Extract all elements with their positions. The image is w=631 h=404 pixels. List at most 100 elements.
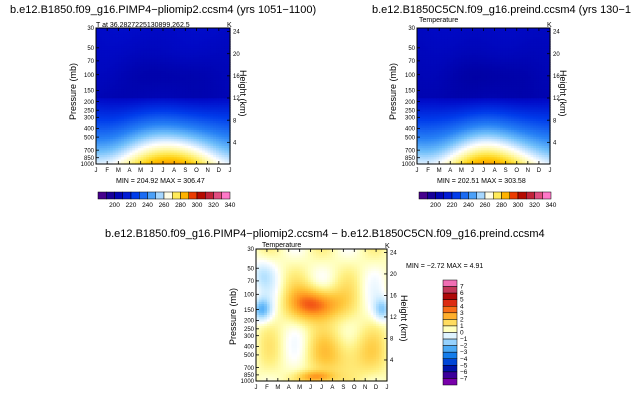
chart1-cell [143,91,147,95]
chart1-cell [179,130,184,133]
chart2-cell [453,52,457,56]
chart2-cell [458,57,462,61]
chart2-cell [497,123,501,127]
chart1-cell [221,114,226,117]
chart2-cell [477,41,482,45]
chart1-cell [149,86,153,90]
chart1-cell [123,107,128,111]
chart1-cell [193,52,198,56]
chart1-cell [224,62,228,65]
chart1-cell [188,46,192,49]
chart1-cell [151,59,156,63]
chart2-cell [469,145,474,149]
chart1-cell [179,152,184,156]
chart2-cell [436,75,440,79]
chart2-cell [500,127,504,131]
chart1-cell [157,66,161,70]
chart1-cell [109,93,114,97]
chart1-cell [104,157,108,161]
chart1-cell [227,39,231,43]
chart1-cell [171,132,175,136]
chart2-cell [508,82,512,86]
chart2-cell [453,148,457,151]
chart1-cell [140,139,145,142]
chart2-cell [453,114,457,117]
chart1-cell [96,91,100,95]
chart2-cell [505,89,510,93]
chart2-cell [486,75,490,79]
chart2-cell [502,75,507,79]
chart1-cell [221,134,226,138]
chart1-cell [190,150,195,154]
chart1-cell [176,75,181,79]
chart2-cell [433,125,437,129]
chart1-cell [137,77,142,81]
chart1-cell [221,145,226,149]
chart1-cell [135,152,139,156]
chart2-cell [444,116,449,120]
chart1-cell [143,52,147,56]
chart1-cell [199,43,203,47]
chart1-cell [121,34,125,38]
chart1-cell [109,71,114,74]
chart2-cell [480,148,485,151]
chart1-cell [151,136,156,140]
chart1-month-label: J [162,168,165,174]
chart1-cell [160,152,164,156]
chart1-cell [190,141,195,145]
chart1-cell [115,154,119,158]
chart1-cell [121,120,125,124]
chart1-cell [151,89,156,93]
chart2-cell [480,86,485,90]
chart1-cell [157,68,161,72]
chart1-cell [115,139,119,142]
chart2-cell [455,66,460,70]
chart2-cell [486,59,490,63]
chart1-cell [123,125,128,129]
chart1-cell [121,125,125,129]
chart2-cell [444,57,449,61]
chart1-cell [188,34,192,38]
chart1-cell [182,139,186,142]
chart1-cell [176,114,181,117]
chart1-cell [154,39,159,43]
chart1-cell [140,34,145,38]
chart1-cell [182,114,186,117]
chart2-cell [491,141,496,145]
chart2-cell [486,37,490,40]
chart2-cell [505,100,510,104]
chart1-cell [188,28,192,31]
chart1-cell [104,143,108,147]
chart2-cell [494,132,498,136]
chart1-cell [210,107,214,111]
chart1-cell [190,154,195,158]
chart2-cell [458,89,462,93]
chart1-cell [210,130,214,133]
chart1-cell [171,96,175,99]
chart1-cell [210,91,214,95]
chart1-cell [157,111,161,115]
chart2-cell [497,39,501,43]
chart2-cell [502,39,507,43]
chart1-cell [216,145,220,149]
chart2-cell [466,43,471,47]
chart1-cell [146,123,150,127]
chart1-cell [143,134,147,138]
chart1-cell [204,107,209,111]
chart2-cell [419,98,424,102]
chart2-cell [494,39,498,43]
chart2-cell [480,77,485,81]
chart1-cell [196,50,200,54]
chart1-cell [227,48,231,52]
chart1-cell [98,123,103,127]
chart2-cell [422,89,426,93]
chart2-cell [430,109,435,113]
chart1-cell [104,154,108,158]
chart2-cell [486,100,490,104]
chart1-cell [168,107,172,111]
chart1-cell [163,107,167,111]
chart1-cell [137,80,142,83]
chart2-cell [441,136,446,140]
chart1-cell [224,150,228,154]
chart1-cell [179,116,184,120]
